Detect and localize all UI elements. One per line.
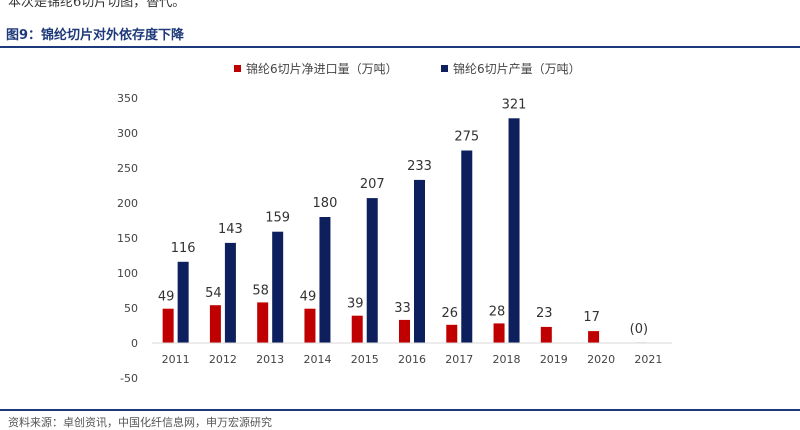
- data-label-net-import: 58: [252, 283, 269, 298]
- title-rule: [0, 46, 800, 48]
- x-tick-label: 2013: [256, 353, 284, 366]
- x-axis: 2011 2012 2013 2014 2015 2016 2017 2018 2019 2020…: [152, 342, 672, 366]
- y-axis: -50 0 50 100 150 200 250 300 350: [117, 92, 138, 385]
- bar-chart: 锦纶6切片净进口量（万吨） 锦纶6切片产量（万吨） -50 0 50 100 150 200…: [117, 62, 672, 385]
- x-tick-label: 2012: [209, 353, 237, 366]
- bar-net-import: [399, 319, 410, 343]
- data-label-net-import: 23: [536, 306, 553, 321]
- bar-net-import: [257, 302, 269, 343]
- bar-output: [224, 242, 236, 343]
- legend-label-output: 锦纶6切片产量（万吨）: [453, 62, 581, 76]
- x-tick-label: 2018: [493, 353, 521, 366]
- bar-net-import: [493, 323, 505, 343]
- y-tick-label: 150: [117, 232, 138, 245]
- data-label-output: 233: [407, 159, 432, 174]
- bar-net-import: [540, 326, 552, 343]
- bar-output: [272, 231, 284, 343]
- bar-net-import: [209, 305, 221, 343]
- x-tick-label: 2011: [162, 353, 190, 366]
- x-tick-label: 2015: [351, 353, 379, 366]
- x-tick-label: 2019: [540, 353, 568, 366]
- bar-net-import: [351, 315, 363, 343]
- data-label-net-import: 33: [394, 301, 411, 316]
- data-label-net-import: 26: [441, 306, 458, 321]
- x-tick-label: 2014: [303, 353, 331, 366]
- bar-net-import: [162, 308, 174, 343]
- bar-net-import: [446, 324, 458, 343]
- x-tick-label: 2016: [398, 353, 426, 366]
- data-label-output: 159: [265, 211, 290, 226]
- bar-output: [414, 179, 425, 343]
- data-label-net-import: 54: [205, 286, 222, 301]
- legend-label-net-import: 锦纶6切片净进口量（万吨）: [246, 62, 398, 76]
- chart-legend: 锦纶6切片净进口量（万吨） 锦纶6切片产量（万吨）: [234, 62, 581, 76]
- y-tick-label: 350: [117, 92, 138, 105]
- legend-swatch-net-import: [234, 65, 241, 72]
- bar-output: [319, 217, 331, 343]
- x-tick-label: 2021: [634, 353, 662, 366]
- bars: [162, 118, 647, 343]
- data-label-output: 207: [360, 177, 385, 192]
- data-label-net-import: 49: [300, 290, 317, 305]
- data-label-net-import: 17: [583, 310, 600, 325]
- y-tick-label: -50: [120, 372, 138, 385]
- bar-output: [366, 198, 378, 343]
- bar-net-import: [588, 331, 600, 343]
- source-note: 资料来源：卓创资讯，中国化纤信息网，申万宏源研究: [8, 416, 272, 429]
- data-label-net-import: 28: [489, 304, 506, 319]
- bar-output: [177, 261, 189, 343]
- y-tick-label: 100: [117, 267, 138, 280]
- figure-title: 图9：锦纶切片对外依存度下降: [6, 28, 185, 43]
- data-label-net-import: (0): [630, 322, 648, 337]
- y-tick-label: 250: [117, 162, 138, 175]
- data-label-net-import: 49: [158, 290, 175, 305]
- data-label-output: 180: [313, 196, 338, 211]
- bar-output: [461, 150, 473, 343]
- intro-text: 本次是锦纶6切片切图，替代。: [8, 0, 186, 10]
- x-tick-label: 2020: [587, 353, 615, 366]
- y-tick-label: 200: [117, 197, 138, 210]
- y-tick-label: 0: [131, 337, 138, 350]
- footer-rule: [0, 409, 800, 411]
- data-label-output: 275: [454, 130, 479, 145]
- data-labels: 49 116 54 143 58 159 49 180 39 207 33 233 26 275 28 321…: [158, 97, 648, 337]
- y-tick-label: 300: [117, 127, 138, 140]
- x-tick-label: 2017: [445, 353, 473, 366]
- bar-output: [508, 118, 520, 343]
- data-label-net-import: 39: [347, 297, 364, 312]
- data-label-output: 116: [171, 241, 196, 256]
- data-label-output: 143: [218, 222, 243, 237]
- y-tick-label: 50: [124, 302, 138, 315]
- bar-net-import: [304, 308, 316, 343]
- data-label-output: 321: [502, 97, 527, 112]
- legend-swatch-output: [441, 65, 448, 72]
